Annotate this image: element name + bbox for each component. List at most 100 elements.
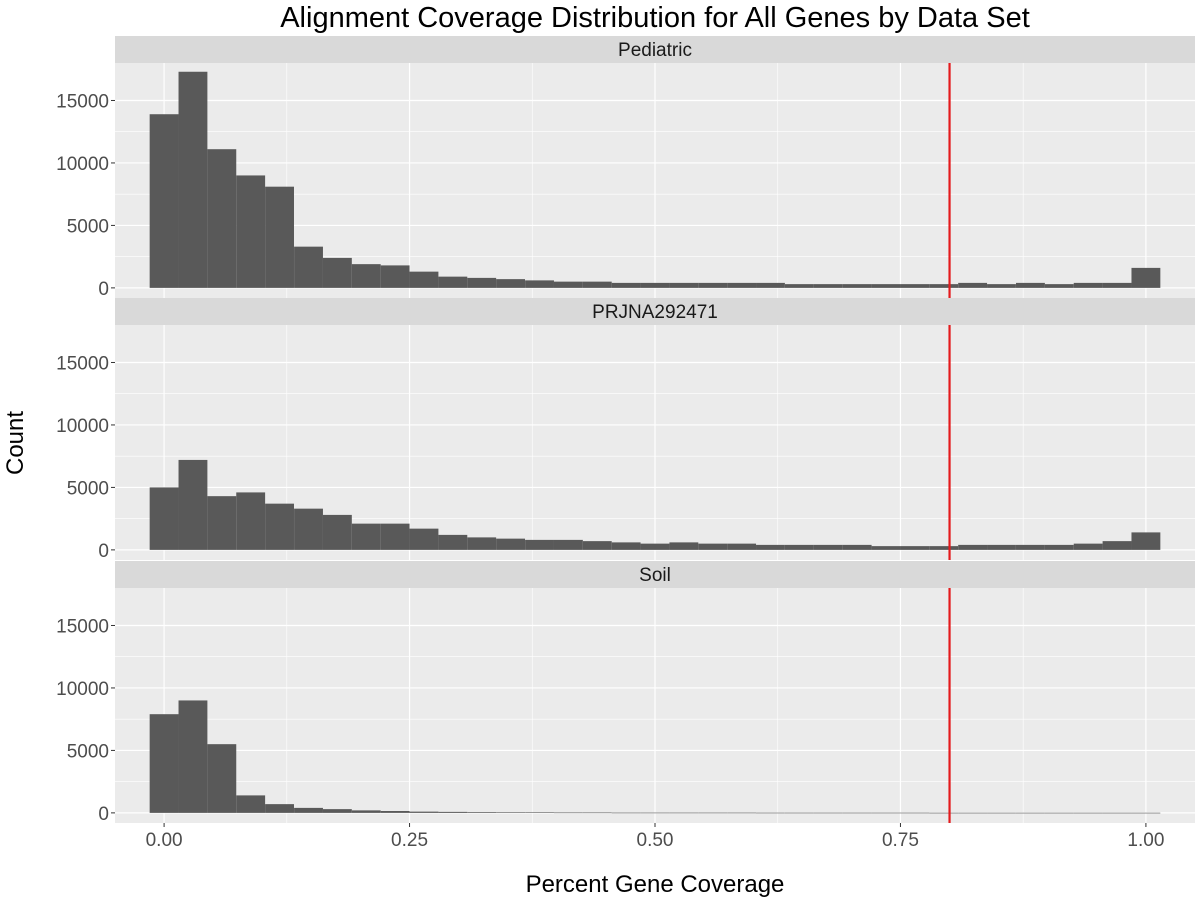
y-tick-label: 15000 (56, 353, 109, 374)
facet-panels: Pediatric 0 5000 10000 15000 PRJNA292471 0 5000… (56, 36, 1195, 825)
histogram-bar (380, 523, 410, 550)
histogram-bar (784, 544, 814, 550)
histogram-bar (207, 496, 237, 550)
histogram-bar (294, 246, 323, 288)
x-tick-label: 0.50 (637, 830, 674, 851)
histogram-bar (756, 544, 785, 550)
y-tick-label: 0 (98, 279, 109, 300)
histogram-bar (1044, 284, 1074, 288)
histogram-bar (1102, 282, 1132, 288)
y-tick-label: 10000 (56, 154, 109, 175)
histogram-bar (698, 812, 728, 814)
histogram-bar (842, 544, 872, 550)
histogram-bar (842, 812, 872, 814)
histogram-bar (409, 528, 439, 550)
histogram-bar (553, 539, 583, 550)
x-axis-title: Percent Gene Coverage (526, 871, 785, 898)
histogram-bar (929, 546, 959, 550)
histogram-bar (1016, 812, 1045, 814)
histogram-bar (1073, 812, 1103, 814)
histogram-bar (236, 175, 266, 288)
histogram-bar (784, 812, 814, 814)
histogram-bar (207, 149, 237, 288)
histogram-bar (900, 284, 930, 288)
histogram-bar (640, 812, 670, 814)
facet-panel-1: PRJNA292471 0 5000 10000 15000 (56, 298, 1195, 562)
y-tick-label: 10000 (56, 416, 109, 437)
histogram-bar (351, 264, 381, 288)
histogram-bar (813, 544, 843, 550)
histogram-bar (582, 812, 612, 814)
histogram-bar (409, 271, 439, 288)
histogram-bar (958, 282, 988, 288)
histogram-bar (640, 543, 670, 550)
histogram-bar (727, 543, 757, 550)
x-tick-label: 1.00 (1127, 830, 1164, 851)
histogram-bar (380, 811, 410, 813)
histogram-bar (1131, 532, 1161, 550)
x-tick-label: 0.25 (391, 830, 428, 851)
histogram-bar (380, 265, 410, 288)
histogram-bar (1044, 812, 1074, 814)
histogram-bar (756, 812, 785, 814)
histogram-bar (640, 282, 670, 288)
x-axis: 0.00 0.25 0.50 0.75 1.00 (146, 823, 1164, 851)
histogram-bar (582, 541, 612, 550)
facet-strip-label: Pediatric (618, 40, 692, 61)
histogram-bar (265, 804, 294, 813)
histogram-bar (496, 812, 526, 813)
histogram-bar (698, 543, 728, 550)
histogram-bar (236, 795, 266, 813)
y-tick-label: 15000 (56, 91, 109, 112)
y-tick-label: 0 (98, 541, 109, 562)
histogram-bar (987, 544, 1016, 550)
histogram-bar (813, 812, 843, 814)
histogram-bar (467, 812, 497, 813)
histogram-bar (756, 282, 785, 288)
histogram-bar (294, 807, 323, 813)
histogram-bar (1016, 544, 1045, 550)
histogram-bar (265, 186, 294, 288)
histogram-bar (467, 537, 497, 550)
histogram-bar (525, 812, 554, 813)
facet-strip (115, 36, 1195, 63)
histogram-bar (958, 812, 988, 814)
facet-strip-label: Soil (639, 565, 671, 586)
histogram-bar (207, 744, 237, 813)
histogram-bar (611, 542, 641, 550)
histogram-bar (784, 284, 814, 288)
histogram-bar (871, 546, 901, 550)
histogram-bar (1016, 282, 1045, 288)
histogram-bar (727, 282, 757, 288)
histogram-bar (987, 812, 1016, 814)
histogram-bar (1073, 543, 1103, 550)
histogram-bar (958, 544, 988, 550)
histogram-bar (525, 539, 554, 550)
histogram-bar (813, 284, 843, 288)
histogram-bar (553, 812, 583, 814)
histogram-bar (438, 534, 468, 550)
histogram-bar (871, 812, 901, 814)
histogram-bar (236, 492, 266, 550)
y-tick-label: 5000 (67, 741, 109, 762)
histogram-bar (351, 810, 381, 813)
histogram-bar (149, 114, 179, 288)
y-tick-label: 5000 (67, 478, 109, 499)
histogram-bar (698, 282, 728, 288)
histogram-bar (525, 280, 554, 288)
x-tick-label: 0.75 (882, 830, 919, 851)
histogram-bar (1102, 812, 1132, 814)
histogram-bar (871, 284, 901, 288)
facet-strip (115, 561, 1195, 588)
histogram-bar (842, 284, 872, 288)
histogram-bar (553, 281, 583, 288)
histogram-bar (900, 546, 930, 550)
y-tick-label: 5000 (67, 216, 109, 237)
facet-panel-0: Pediatric 0 5000 10000 15000 (56, 36, 1195, 300)
histogram-bar (669, 542, 699, 550)
histogram-bar (149, 487, 179, 550)
histogram-bar (265, 503, 294, 550)
histogram-bar (987, 284, 1016, 288)
histogram-bar (1102, 541, 1132, 550)
